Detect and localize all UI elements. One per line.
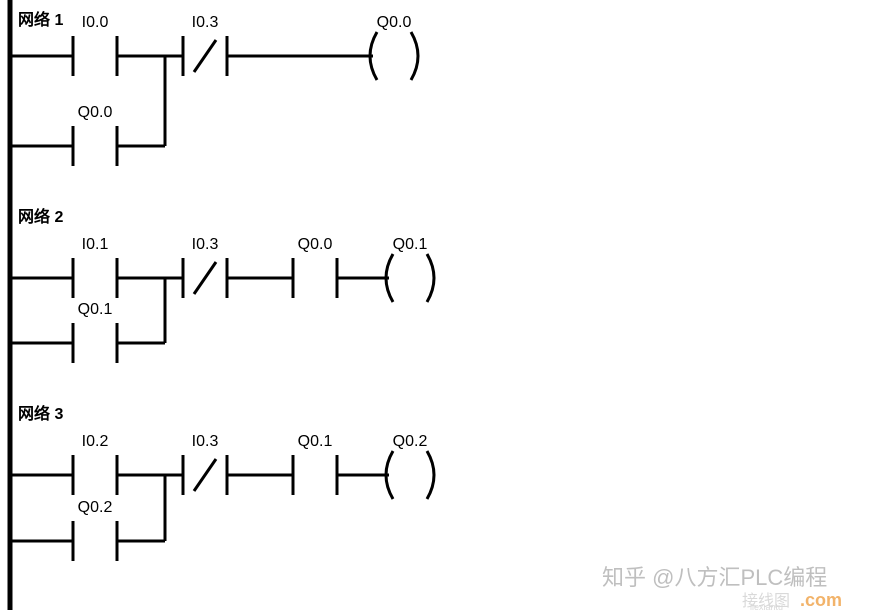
network-2-rung-el-0-label: I0.1 — [65, 236, 125, 254]
network-3-rung-el-0-label: I0.2 — [65, 433, 125, 451]
ladder-svg — [0, 0, 880, 610]
network-1-rung-el-1-label: I0.3 — [175, 14, 235, 32]
watermark-2: jiexiantu — [750, 602, 783, 610]
network-3-rung-el-3-label: Q0.2 — [380, 433, 440, 451]
network-3-title: 网络 3 — [18, 400, 63, 424]
network-2-branch-el-0-label: Q0.1 — [65, 301, 125, 319]
network-1-rung-el-0-label: I0.0 — [65, 14, 125, 32]
network-1-branch-el-0-label: Q0.0 — [65, 104, 125, 122]
network-1-rung-el-2-label: Q0.0 — [364, 14, 424, 32]
network-2-rung-el-3-label: Q0.1 — [380, 236, 440, 254]
ladder-diagram-canvas: 网络 1I0.0 I0.3 Q0.0 Q0.0 网络 2I0.1 I0.3 Q0.0 Q0.1… — [0, 0, 880, 610]
network-1-title: 网络 1 — [18, 6, 63, 30]
network-2-rung-el-1-label: I0.3 — [175, 236, 235, 254]
watermark-3: .com — [800, 590, 842, 610]
network-3-rung-el-2-label: Q0.1 — [285, 433, 345, 451]
network-2-rung-el-2-label: Q0.0 — [285, 236, 345, 254]
network-3-branch-el-0-label: Q0.2 — [65, 499, 125, 517]
network-3-rung-el-1-label: I0.3 — [175, 433, 235, 451]
network-2-title: 网络 2 — [18, 203, 63, 227]
watermark-0: 知乎 @八方汇PLC编程 — [602, 560, 827, 592]
